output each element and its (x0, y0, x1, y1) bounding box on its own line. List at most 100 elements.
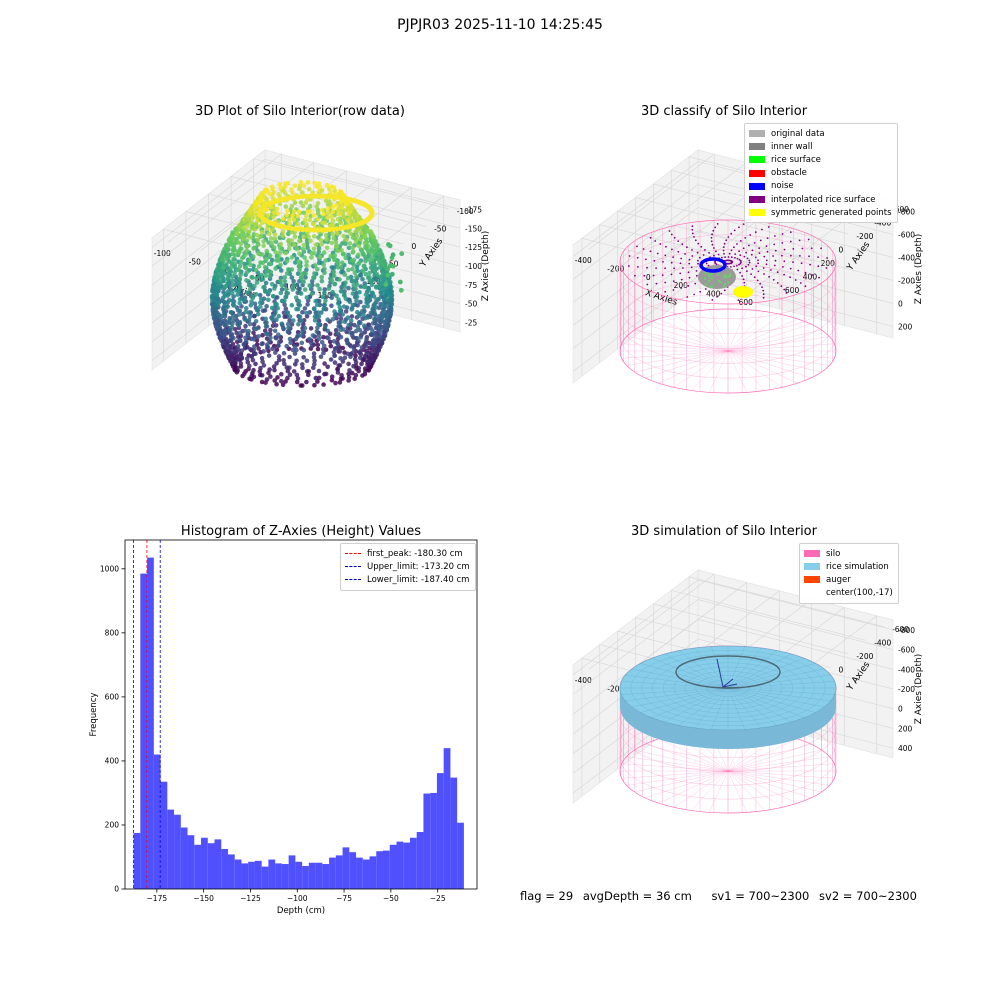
surface-point (691, 232, 694, 235)
raw-point (266, 297, 271, 303)
panel3-title: Histogram of Z-Axies (Height) Values (180, 524, 422, 539)
raw-point (349, 333, 355, 338)
raw-point (279, 378, 284, 384)
raw-point (288, 340, 293, 345)
surface-point (636, 256, 639, 259)
raw-point (232, 270, 237, 276)
surface-point (799, 282, 802, 284)
raw-point (345, 275, 351, 281)
raw-point (241, 297, 247, 303)
raw-point (358, 299, 363, 305)
raw-point (335, 342, 341, 347)
raw-point (254, 280, 260, 285)
rice-surface-point (707, 272, 710, 275)
raw-point (299, 333, 305, 338)
histogram-bar (423, 793, 431, 889)
raw-point (279, 287, 285, 292)
raw-point (283, 294, 288, 300)
raw-point (236, 347, 241, 352)
mesh-spoke (727, 687, 805, 718)
x-tick-label: 400 (706, 290, 721, 299)
surface-point (710, 240, 713, 243)
histogram-bar (376, 851, 384, 889)
raw-point (224, 276, 230, 281)
surface-point (716, 223, 719, 225)
surface-point (730, 256, 733, 259)
raw-point (295, 217, 301, 222)
mesh-spoke (640, 687, 729, 713)
raw-point (272, 210, 277, 215)
histogram-bar (234, 859, 242, 889)
histogram-bar (436, 773, 444, 889)
silo-floor-spoke (709, 770, 729, 813)
raw-point (276, 357, 282, 363)
raw-point (232, 349, 237, 354)
rice-surface-point (710, 277, 714, 280)
surface-point (730, 249, 733, 252)
raw-point (291, 369, 297, 374)
raw-point (231, 294, 236, 299)
surface-point (673, 236, 676, 239)
raw-point (344, 237, 349, 243)
raw-point (251, 246, 256, 251)
raw-point (214, 278, 219, 283)
symmetric-points-cluster (733, 286, 753, 298)
raw-point (268, 236, 274, 241)
surface-point (820, 247, 822, 250)
x-tick-label: 150 (318, 291, 333, 300)
histogram-bar (356, 857, 363, 889)
rice-surface-point (704, 283, 708, 286)
mesh-spoke (727, 687, 825, 708)
histogram-bar (160, 781, 168, 889)
raw-point (282, 361, 287, 367)
raw-point (238, 259, 244, 265)
raw-point (287, 336, 293, 342)
raw-point (342, 355, 348, 360)
raw-point (301, 183, 307, 188)
raw-point (310, 333, 316, 338)
mesh-spoke (651, 658, 729, 689)
raw-point (229, 290, 235, 296)
raw-point (314, 302, 320, 308)
raw-point (352, 270, 358, 276)
raw-point (274, 317, 279, 322)
raw-point (381, 297, 387, 303)
raw-point (247, 287, 253, 292)
raw-point (360, 331, 365, 336)
raw-point (277, 245, 283, 251)
legend-item: auger (804, 573, 893, 586)
silo-floor-spoke (658, 350, 729, 384)
surface-point (790, 254, 792, 257)
legend-swatch (749, 182, 765, 190)
silo-floor-spoke (727, 350, 766, 391)
raw-point (230, 251, 236, 257)
raw-point (297, 263, 302, 268)
surface-point (789, 267, 792, 270)
histogram-bar (133, 832, 141, 889)
surface-point (725, 239, 728, 242)
raw-point (260, 252, 265, 257)
raw-point (345, 315, 351, 320)
surface-point (809, 263, 811, 266)
rim-point (307, 193, 313, 199)
surface-point (715, 250, 717, 253)
mesh-spoke (625, 687, 729, 702)
raw-point (270, 317, 275, 322)
raw-point (296, 259, 301, 264)
gridline (599, 224, 795, 275)
raw-point (359, 230, 364, 236)
raw-point (372, 268, 377, 274)
raw-point (248, 336, 254, 342)
legend-item: first_peak: -180.30 cm (345, 547, 470, 560)
raw-point (311, 351, 317, 356)
legend-label: first_peak: -180.30 cm (367, 548, 463, 559)
surface-point (659, 243, 662, 245)
surface-point (646, 283, 649, 286)
raw-point (382, 293, 388, 298)
histogram-bar (140, 573, 148, 889)
raw-point (253, 361, 258, 367)
surface-point (745, 251, 747, 254)
raw-point (264, 248, 270, 254)
legend-item: noise (749, 180, 892, 193)
legend-item: obstacle (749, 167, 892, 180)
